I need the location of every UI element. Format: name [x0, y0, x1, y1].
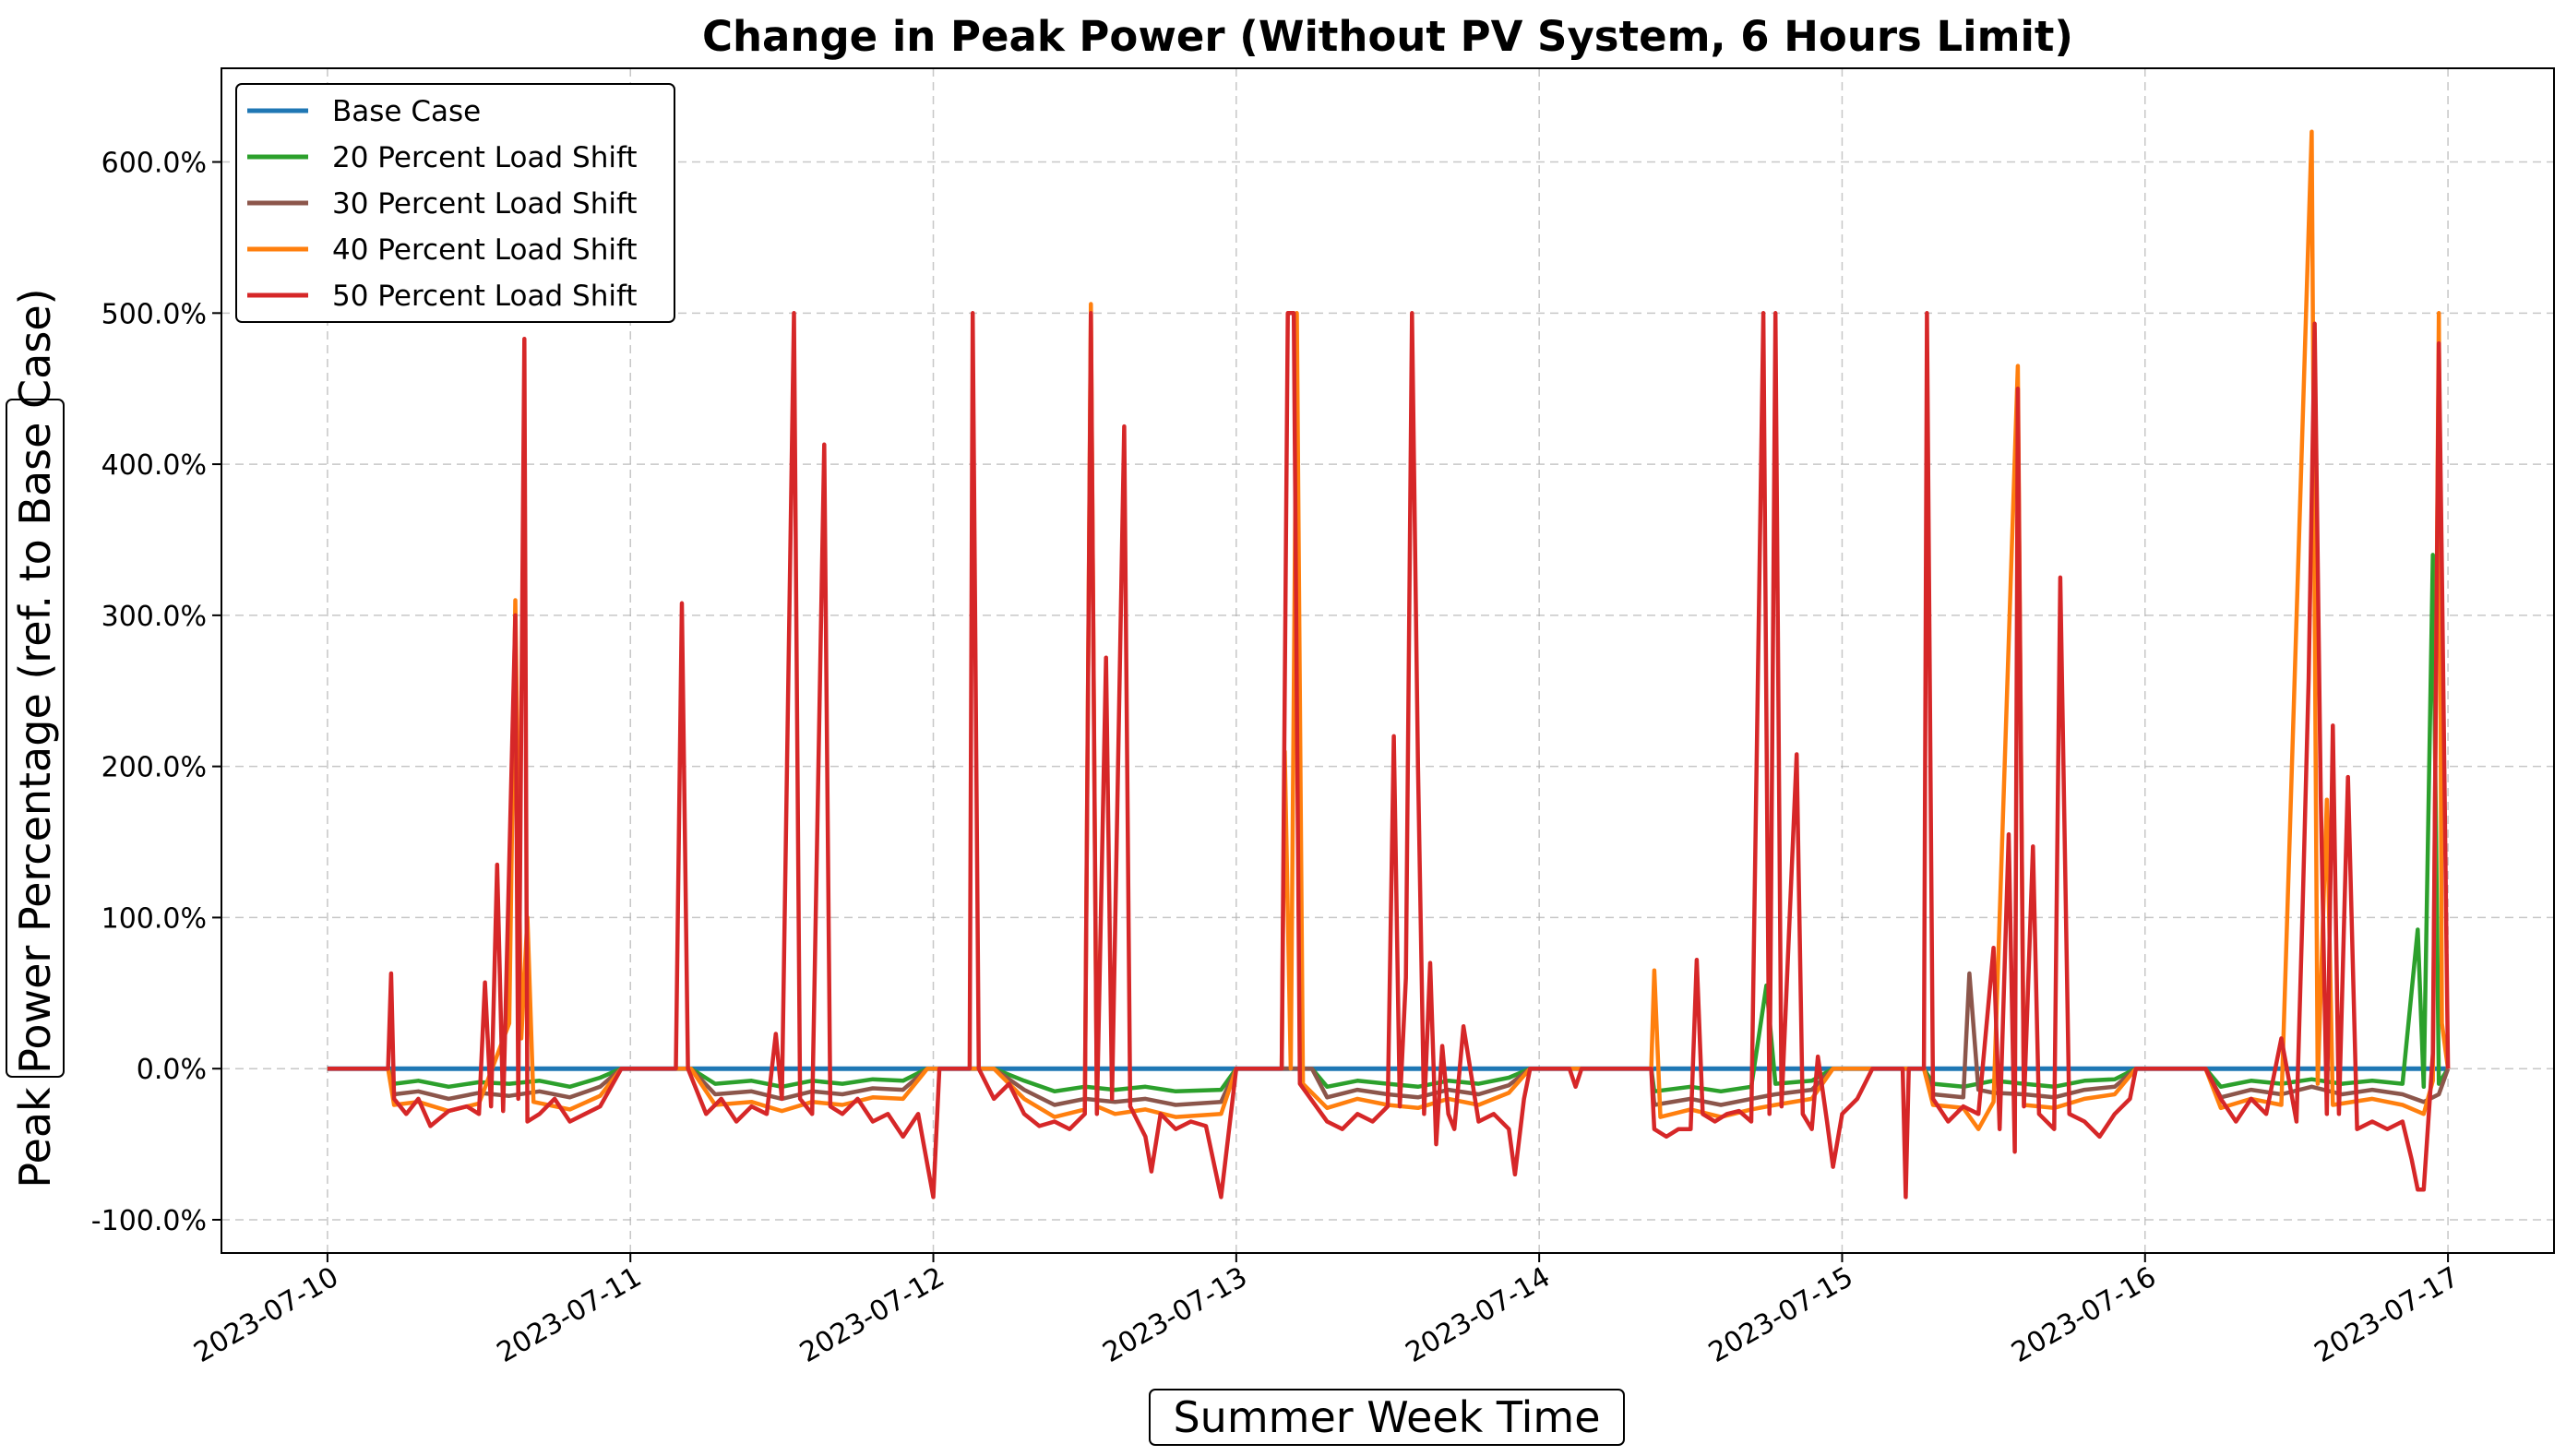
legend-label: 20 Percent Load Shift: [332, 141, 637, 174]
y-axis-label-box: Peak Power Percentage (ref. to Base Case…: [6, 288, 65, 1188]
legend-box: [235, 83, 675, 323]
y-tick-label: 600.0%: [101, 148, 207, 180]
y-tick-label: 200.0%: [101, 752, 207, 784]
x-axis-label: Summer Week Time: [1173, 1392, 1600, 1442]
legend-label: 30 Percent Load Shift: [332, 187, 637, 221]
series-line-1: [327, 553, 2451, 1094]
legend-label: Base Case: [332, 95, 481, 128]
chart-title: Change in Peak Power (Without PV System,…: [702, 12, 2073, 61]
y-axis-label: Peak Power Percentage (ref. to Base Case…: [10, 288, 60, 1187]
legend-label: 50 Percent Load Shift: [332, 280, 637, 313]
y-tick-label: 400.0%: [101, 449, 207, 482]
y-tick-label: 500.0%: [101, 298, 207, 330]
y-axis-ticks: -100.0% 0.0% 100.0% 200.0% 300.0% 400.0% 500.0…: [91, 148, 221, 1237]
legend: Base Case 20 Percent Load Shift 30 Percent…: [235, 83, 675, 323]
y-tick-label: 300.0%: [101, 601, 207, 633]
y-tick-label: 0.0%: [137, 1054, 207, 1086]
plot-area-frame: [221, 67, 2555, 1254]
legend-label: 40 Percent Load Shift: [332, 233, 637, 267]
legend-items: Base Case 20 Percent Load Shift 30 Percent…: [247, 95, 637, 313]
x-axis-label-box: Summer Week Time: [1149, 1389, 1625, 1446]
series-lines: [327, 129, 2451, 1199]
series-line-4: [327, 311, 2451, 1199]
y-tick-label: 100.0%: [101, 902, 207, 935]
y-tick-label: -100.0%: [91, 1205, 207, 1237]
